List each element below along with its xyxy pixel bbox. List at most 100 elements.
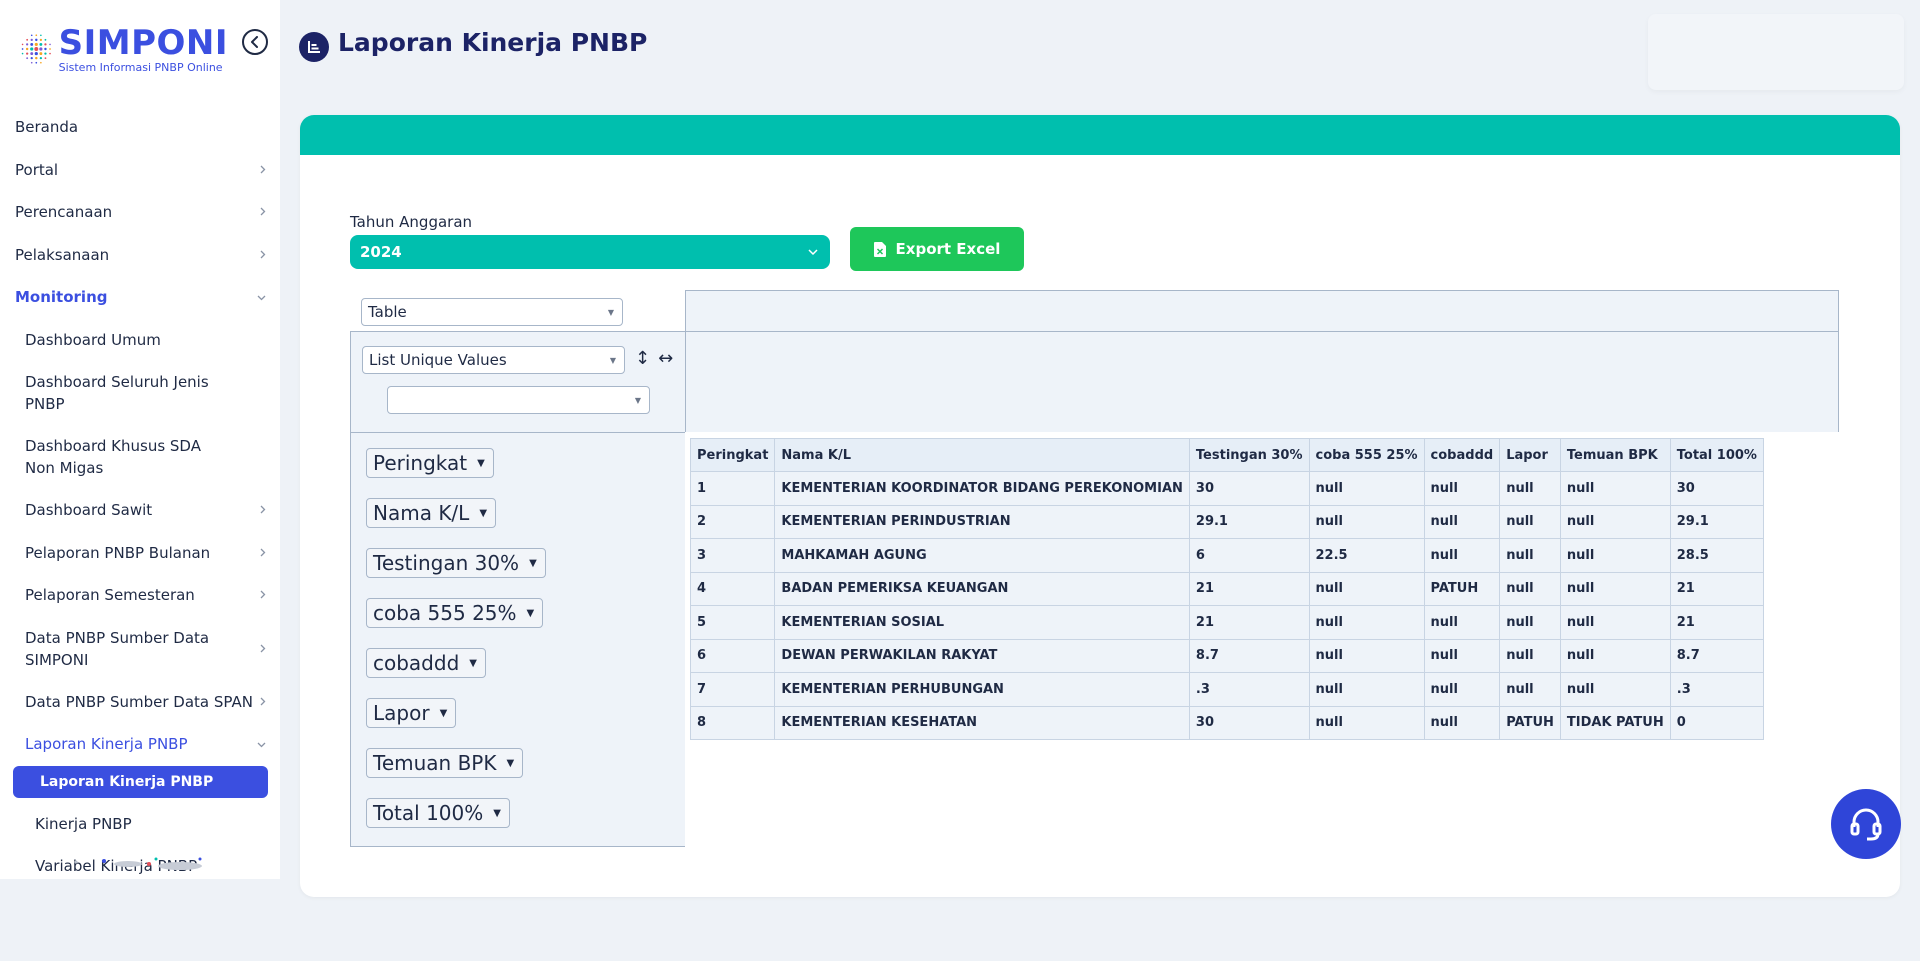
logo-dot: [40, 34, 42, 37]
collapse-sidebar-button[interactable]: [242, 29, 268, 55]
export-excel-button[interactable]: Export Excel: [850, 227, 1024, 271]
simponi-logo-icon: [21, 34, 51, 64]
table-cell: null: [1499, 605, 1561, 640]
pivot-attribute-chip[interactable]: coba 555 25% ▼: [366, 598, 544, 628]
sidebar-item-pelaksanaan[interactable]: Pelaksanaan: [0, 234, 280, 277]
sidebar-item-perencanaan[interactable]: Perencanaan: [0, 191, 280, 234]
table-row: 8 KEMENTERIAN KESEHATAN 30 null null PATUH TID…: [689, 705, 1776, 740]
table-row-spacer: [1762, 572, 1776, 606]
table-cell: 21: [1669, 571, 1764, 606]
sidebar-item-kinerja-pnbp[interactable]: Kinerja PNBP: [0, 803, 280, 846]
logo-dot: [26, 43, 29, 46]
table-header-cell: coba 555 25%: [1308, 438, 1425, 472]
logo-dot: [30, 47, 34, 51]
sidebar-item-data-pnbp-sumber-data-simponi[interactable]: Data PNBP Sumber Data SIMPONI: [0, 617, 280, 681]
pivot-table: Table ▼ List Unique Values ▼ ↕ ↔ ▼ Perin…: [350, 290, 1839, 847]
pivot-attribute-chip[interactable]: cobaddd ▼: [366, 648, 486, 678]
sidebar-item-dashboard-umum[interactable]: Dashboard Umum: [0, 319, 280, 362]
file-excel-icon: [873, 241, 886, 257]
sidebar-item-pelaporan-semesteran[interactable]: Pelaporan Semesteran: [0, 574, 280, 617]
headset-icon: [1850, 808, 1882, 841]
pivot-attribute-chip[interactable]: Temuan BPK ▼: [366, 748, 524, 778]
pivot-attribute-chip[interactable]: Nama K/L ▼: [366, 498, 497, 528]
simponi-logo[interactable]: SIMPONI Sistem Informasi PNBP Online: [18, 18, 228, 80]
logo-dot: [35, 38, 38, 42]
pivot-attribute-label: coba 555 25%: [373, 601, 517, 625]
table-cell: null: [1499, 571, 1561, 606]
attribute-filter-triangle-icon[interactable]: ▼: [469, 657, 477, 669]
attribute-filter-triangle-icon[interactable]: ▼: [477, 457, 485, 469]
logo-dot: [39, 57, 43, 60]
table-cell: 2: [689, 504, 776, 539]
table-cell: 6: [1188, 538, 1310, 573]
table-cell: KEMENTERIAN KOORDINATOR BIDANG PEREKONOM…: [774, 471, 1190, 506]
attribute-filter-triangle-icon[interactable]: ▼: [529, 557, 537, 569]
logo-dot: [21, 48, 24, 50]
table-cell: 1: [689, 471, 776, 506]
table-cell: .3: [1188, 672, 1310, 707]
sidebar-item-portal[interactable]: Portal: [0, 149, 280, 192]
attribute-filter-triangle-icon[interactable]: ▼: [526, 607, 535, 619]
logo-dot: [21, 52, 24, 55]
sidebar-item-dashboard-sawit[interactable]: Dashboard Sawit: [0, 489, 280, 532]
sidebar-item-label: Beranda: [15, 118, 79, 137]
logo-dot: [49, 52, 51, 55]
renderer-select[interactable]: Table ▼: [361, 298, 623, 326]
pivot-attribute-chip[interactable]: Peringkat ▼: [366, 448, 494, 478]
table-cell: null: [1559, 672, 1671, 707]
sidebar-item-data-pnbp-sumber-data-span[interactable]: Data PNBP Sumber Data SPAN: [0, 681, 280, 724]
sidebar-item-laporan-kinerja-pnbp[interactable]: Laporan Kinerja PNBP: [13, 765, 268, 798]
table-cell: null: [1423, 705, 1501, 740]
table-cell: 29.1: [1669, 504, 1764, 539]
pivot-attribute-chip[interactable]: Total 100% ▼: [366, 798, 510, 828]
table-cell: null: [1499, 504, 1561, 539]
pivot-unused-attributes: Peringkat ▼ Nama K/L ▼ Testingan 30% ▼ coba 55…: [350, 432, 686, 847]
column-order-toggle[interactable]: ↔: [658, 348, 674, 369]
attribute-filter-triangle-icon[interactable]: ▼: [506, 757, 515, 769]
sidebar-item-label: Pelaporan Semesteran: [25, 586, 195, 605]
attribute-filter-triangle-icon[interactable]: ▼: [493, 807, 501, 819]
logo-dot: [35, 34, 38, 37]
chevron-right-icon: [260, 638, 266, 660]
sidebar-item-pelaporan-pnbp-bulanan[interactable]: Pelaporan PNBP Bulanan: [0, 532, 280, 575]
sidebar-item-label: Dashboard Umum: [25, 330, 161, 349]
chevron-down-icon: [257, 737, 266, 751]
sidebar-item-beranda[interactable]: Beranda: [0, 106, 280, 149]
table-row-spacer: [1762, 672, 1776, 706]
pivot-attribute-chip[interactable]: Testingan 30% ▼: [366, 548, 546, 578]
aggregator-select[interactable]: List Unique Values ▼: [362, 346, 625, 374]
sidebar-item-label: Monitoring: [15, 288, 108, 307]
export-excel-label: Export Excel: [895, 240, 1001, 258]
pivot-rows-drop-area[interactable]: [685, 331, 1839, 433]
row-order-toggle[interactable]: ↕: [635, 348, 651, 369]
logo-title: SIMPONI: [58, 22, 228, 63]
pivot-attribute-chip[interactable]: Lapor ▼: [366, 698, 457, 728]
chevron-right-icon: [260, 163, 266, 177]
table-cell: KEMENTERIAN PERHUBUNGAN: [774, 672, 1190, 707]
table-cell: 3: [689, 538, 776, 573]
logo-dot: [34, 42, 38, 47]
pivot-columns-drop-area[interactable]: [685, 290, 1839, 332]
support-chat-button[interactable]: [1831, 789, 1901, 859]
chevron-right-icon: [260, 695, 266, 709]
table-cell: null: [1308, 705, 1425, 740]
sidebar-item-laporan-kinerja-pnbp[interactable]: Laporan Kinerja PNBP: [0, 723, 280, 766]
sidebar-item-label: Laporan Kinerja PNBP: [40, 773, 214, 790]
table-row-spacer: [1762, 538, 1776, 572]
sidebar-item-label: Data PNBP Sumber Data SIMPONI: [25, 628, 210, 669]
sidebar-item-dashboard-khusus-sda-non-migas[interactable]: Dashboard Khusus SDA Non Migas: [0, 425, 280, 489]
logo-dot: [39, 52, 43, 56]
table-cell: 4: [689, 571, 776, 606]
aggregator-attribute-select[interactable]: ▼: [387, 386, 650, 414]
dropdown-triangle-icon: ▼: [607, 307, 614, 317]
page-title: Laporan Kinerja PNBP: [338, 28, 648, 57]
sidebar-item-monitoring[interactable]: Monitoring: [0, 276, 280, 319]
table-cell: PATUH: [1499, 705, 1561, 740]
attribute-filter-triangle-icon[interactable]: ▼: [439, 707, 448, 719]
logo-dot: [49, 48, 51, 50]
table-cell: null: [1559, 638, 1671, 673]
sidebar-item-dashboard-seluruh-jenis-pnbp[interactable]: Dashboard Seluruh Jenis PNBP: [0, 361, 280, 425]
sidebar-item-label: Pelaksanaan: [15, 245, 110, 264]
attribute-filter-triangle-icon[interactable]: ▼: [479, 507, 488, 519]
year-select[interactable]: 2024: [350, 235, 830, 269]
